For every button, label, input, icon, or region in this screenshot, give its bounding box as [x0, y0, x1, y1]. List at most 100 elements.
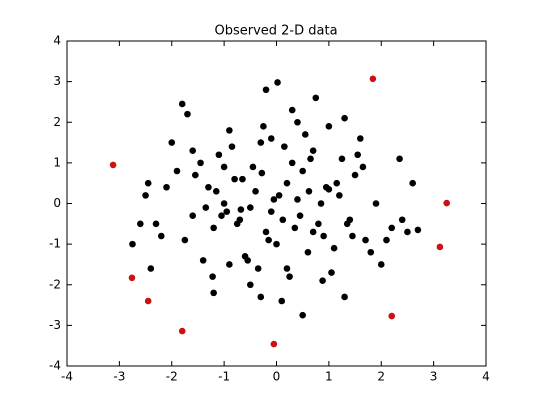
point — [247, 281, 254, 289]
point — [349, 232, 356, 240]
point — [226, 261, 233, 268]
x-tick-label: -4 — [61, 370, 73, 384]
point — [244, 257, 251, 264]
point — [173, 167, 181, 175]
point — [309, 228, 317, 236]
point — [312, 94, 320, 102]
point — [388, 312, 396, 320]
point — [278, 297, 286, 305]
point — [205, 183, 212, 191]
point — [215, 151, 223, 159]
point — [294, 196, 301, 203]
point — [265, 236, 272, 244]
point — [341, 293, 348, 301]
point — [189, 212, 196, 219]
x-tick-label: 1 — [325, 370, 333, 384]
point — [333, 179, 341, 187]
point — [212, 188, 220, 195]
x-tick-label: 0 — [273, 370, 281, 384]
point — [309, 147, 317, 154]
point — [252, 188, 259, 195]
x-tick-label: 4 — [482, 370, 490, 384]
point — [231, 175, 238, 183]
point — [404, 228, 411, 236]
point — [144, 179, 152, 187]
point — [354, 151, 361, 159]
point — [305, 188, 313, 195]
point — [317, 200, 325, 207]
point — [388, 224, 396, 232]
point — [274, 79, 281, 86]
point — [281, 143, 288, 150]
point — [163, 183, 170, 191]
point — [414, 226, 422, 234]
point — [247, 204, 254, 211]
point — [142, 192, 149, 199]
point — [239, 175, 246, 183]
point — [258, 169, 266, 177]
x-tick-label: -3 — [113, 370, 125, 384]
y-tick-label: 0 — [53, 196, 61, 210]
point — [228, 143, 236, 150]
x-tick-label: -2 — [166, 370, 178, 384]
point — [237, 206, 245, 213]
plot-frame — [66, 40, 487, 367]
point — [383, 236, 390, 244]
point — [286, 273, 293, 280]
point — [319, 277, 326, 284]
point — [210, 289, 217, 297]
point — [299, 311, 306, 319]
y-tick-label: 3 — [53, 74, 61, 88]
point — [257, 293, 265, 301]
point — [249, 163, 257, 171]
point — [436, 243, 444, 251]
point — [168, 139, 176, 146]
point — [328, 269, 335, 276]
y-tick-label: -1 — [49, 237, 61, 251]
y-tick-label: -3 — [49, 318, 61, 332]
point — [192, 171, 199, 179]
y-tick-label: -4 — [49, 359, 61, 373]
point — [336, 192, 343, 199]
point — [129, 240, 136, 248]
point — [137, 220, 144, 228]
point — [220, 200, 228, 207]
point — [273, 240, 280, 248]
point — [343, 220, 351, 228]
point — [362, 236, 369, 244]
point — [315, 220, 322, 228]
point — [184, 110, 191, 118]
point — [262, 86, 270, 94]
point — [302, 131, 309, 138]
point — [178, 327, 186, 335]
point — [223, 208, 231, 215]
point — [351, 171, 359, 179]
point — [296, 212, 304, 219]
point — [109, 161, 117, 169]
point — [377, 261, 385, 268]
point — [218, 212, 225, 219]
point — [283, 265, 291, 272]
point — [338, 155, 346, 163]
x-tick-label: -1 — [218, 370, 230, 384]
point — [254, 265, 262, 272]
point — [220, 163, 228, 171]
point — [267, 208, 275, 215]
point — [288, 159, 296, 167]
point — [443, 199, 451, 207]
point — [409, 179, 416, 187]
point — [233, 220, 241, 228]
point — [288, 106, 296, 114]
point — [275, 192, 283, 199]
point — [304, 248, 312, 256]
point — [157, 232, 165, 240]
y-tick-label: 2 — [53, 115, 61, 129]
point — [325, 123, 333, 130]
point — [294, 118, 301, 126]
point — [152, 220, 160, 228]
point — [369, 75, 377, 83]
point — [396, 155, 403, 163]
point — [226, 127, 233, 134]
point — [147, 265, 155, 272]
